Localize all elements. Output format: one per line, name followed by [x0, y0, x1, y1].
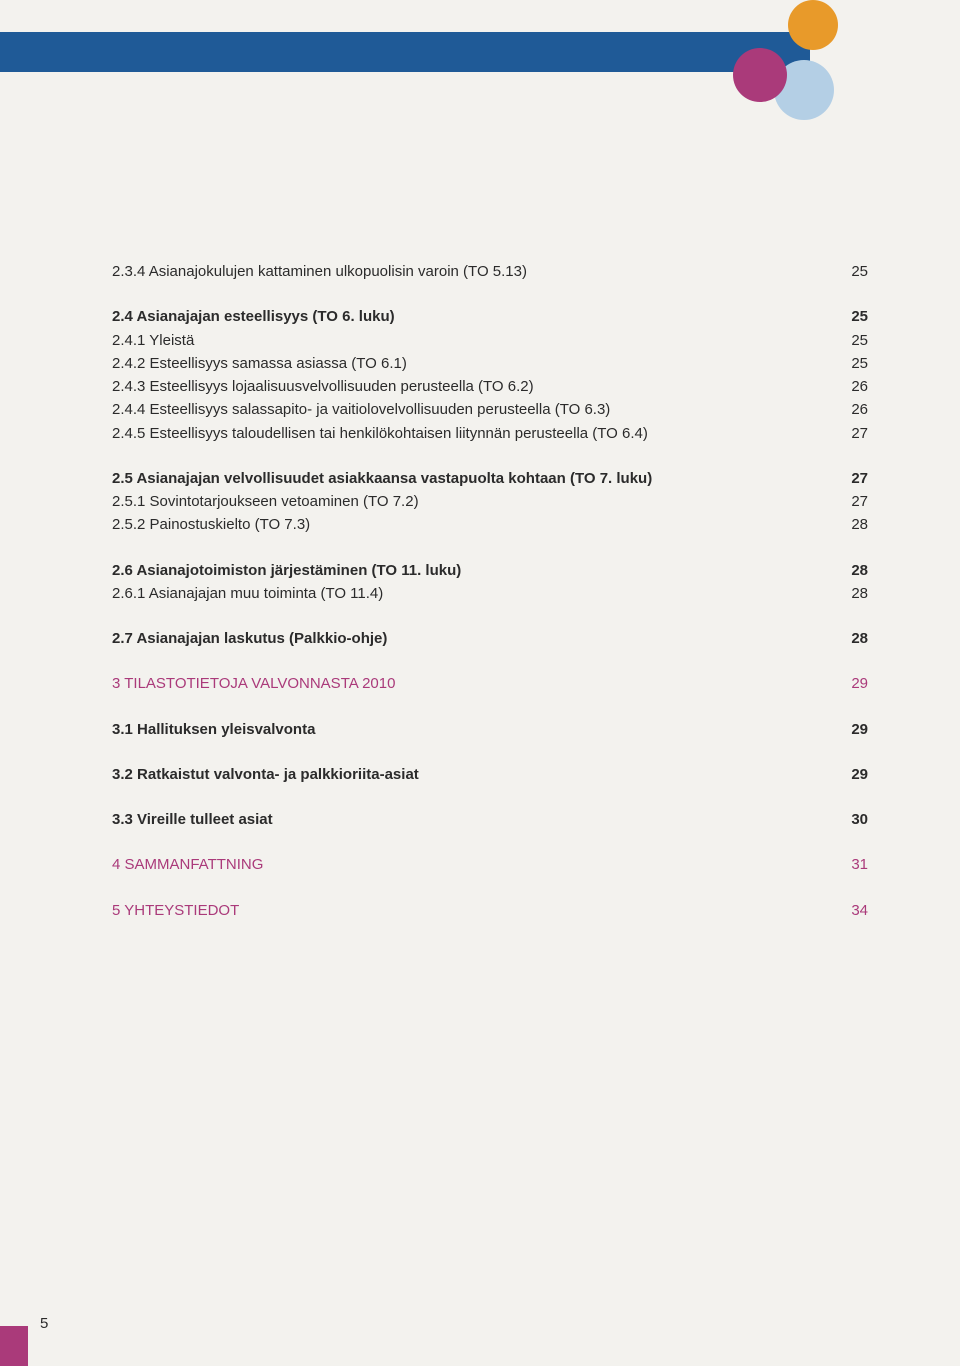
toc-page: 25 [838, 352, 868, 375]
toc-page: 25 [838, 305, 868, 328]
toc-page: 31 [838, 853, 868, 876]
toc-group: 2.7 Asianajajan laskutus (Palkkio-ohje)2… [112, 627, 868, 650]
toc-page: 28 [838, 582, 868, 605]
toc-title: 2.4.3 Esteellisyys lojaalisuusvelvollisu… [112, 375, 838, 398]
toc-page: 27 [838, 467, 868, 490]
toc-page: 26 [838, 398, 868, 421]
toc-page: 30 [838, 808, 868, 831]
toc-group: 3 TILASTOTIETOJA VALVONNASTA 201029 [112, 672, 868, 695]
toc-title: 2.6 Asianajotoimiston järjestäminen (TO … [112, 559, 838, 582]
toc-page: 29 [838, 672, 868, 695]
toc-title: 2.4 Asianajajan esteellisyys (TO 6. luku… [112, 305, 838, 328]
toc-page: 29 [838, 763, 868, 786]
toc-title: 2.5.1 Sovintotarjoukseen vetoaminen (TO … [112, 490, 838, 513]
toc-group: 2.3.4 Asianajokulujen kattaminen ulkopuo… [112, 260, 868, 283]
page-number: 5 [40, 1315, 48, 1332]
toc-title: 3 TILASTOTIETOJA VALVONNASTA 2010 [112, 672, 838, 695]
toc-title: 2.7 Asianajajan laskutus (Palkkio-ohje) [112, 627, 838, 650]
toc-row: 2.7 Asianajajan laskutus (Palkkio-ohje)2… [112, 627, 868, 650]
toc-row: 3 TILASTOTIETOJA VALVONNASTA 201029 [112, 672, 868, 695]
toc-page: 25 [838, 329, 868, 352]
toc-group: 3.2 Ratkaistut valvonta- ja palkkioriita… [112, 763, 868, 786]
toc-group: 2.6 Asianajotoimiston järjestäminen (TO … [112, 559, 868, 606]
toc-page: 26 [838, 375, 868, 398]
toc-group: 4 SAMMANFATTNING31 [112, 853, 868, 876]
toc-title: 4 SAMMANFATTNING [112, 853, 838, 876]
toc-row: 2.4.4 Esteellisyys salassapito- ja vaiti… [112, 398, 868, 421]
toc-row: 2.4 Asianajajan esteellisyys (TO 6. luku… [112, 305, 868, 328]
toc-title: 2.4.4 Esteellisyys salassapito- ja vaiti… [112, 398, 838, 421]
toc-row: 2.5 Asianajajan velvollisuudet asiakkaan… [112, 467, 868, 490]
header-bar [0, 32, 810, 72]
toc-row: 2.6.1 Asianajajan muu toiminta (TO 11.4)… [112, 582, 868, 605]
footer-tab [0, 1326, 28, 1366]
toc-group: 3.1 Hallituksen yleisvalvonta29 [112, 718, 868, 741]
toc-title: 3.2 Ratkaistut valvonta- ja palkkioriita… [112, 763, 838, 786]
toc-content: 2.3.4 Asianajokulujen kattaminen ulkopuo… [112, 260, 868, 944]
toc-row: 2.3.4 Asianajokulujen kattaminen ulkopuo… [112, 260, 868, 283]
toc-title: 2.4.5 Esteellisyys taloudellisen tai hen… [112, 422, 838, 445]
toc-page: 25 [838, 260, 868, 283]
toc-row: 2.6 Asianajotoimiston järjestäminen (TO … [112, 559, 868, 582]
toc-row: 3.3 Vireille tulleet asiat30 [112, 808, 868, 831]
toc-row: 2.4.1 Yleistä25 [112, 329, 868, 352]
toc-title: 2.3.4 Asianajokulujen kattaminen ulkopuo… [112, 260, 838, 283]
toc-row: 2.4.5 Esteellisyys taloudellisen tai hen… [112, 422, 868, 445]
toc-group: 2.5 Asianajajan velvollisuudet asiakkaan… [112, 467, 868, 537]
toc-row: 2.4.2 Esteellisyys samassa asiassa (TO 6… [112, 352, 868, 375]
toc-row: 2.5.1 Sovintotarjoukseen vetoaminen (TO … [112, 490, 868, 513]
toc-title: 2.4.2 Esteellisyys samassa asiassa (TO 6… [112, 352, 838, 375]
decor-circle-purple [733, 48, 787, 102]
toc-title: 2.5.2 Painostuskielto (TO 7.3) [112, 513, 838, 536]
toc-title: 3.3 Vireille tulleet asiat [112, 808, 838, 831]
toc-row: 3.2 Ratkaistut valvonta- ja palkkioriita… [112, 763, 868, 786]
toc-page: 27 [838, 490, 868, 513]
toc-title: 5 YHTEYSTIEDOT [112, 899, 838, 922]
toc-page: 28 [838, 513, 868, 536]
toc-title: 2.6.1 Asianajajan muu toiminta (TO 11.4) [112, 582, 838, 605]
toc-page: 29 [838, 718, 868, 741]
toc-row: 2.5.2 Painostuskielto (TO 7.3)28 [112, 513, 868, 536]
toc-page: 34 [838, 899, 868, 922]
decor-circle-orange [788, 0, 838, 50]
toc-row: 2.4.3 Esteellisyys lojaalisuusvelvollisu… [112, 375, 868, 398]
toc-row: 3.1 Hallituksen yleisvalvonta29 [112, 718, 868, 741]
toc-group: 5 YHTEYSTIEDOT34 [112, 899, 868, 922]
toc-group: 3.3 Vireille tulleet asiat30 [112, 808, 868, 831]
toc-group: 2.4 Asianajajan esteellisyys (TO 6. luku… [112, 305, 868, 445]
toc-row: 4 SAMMANFATTNING31 [112, 853, 868, 876]
toc-page: 27 [838, 422, 868, 445]
toc-page: 28 [838, 559, 868, 582]
toc-title: 2.4.1 Yleistä [112, 329, 838, 352]
toc-row: 5 YHTEYSTIEDOT34 [112, 899, 868, 922]
toc-page: 28 [838, 627, 868, 650]
toc-title: 3.1 Hallituksen yleisvalvonta [112, 718, 838, 741]
toc-title: 2.5 Asianajajan velvollisuudet asiakkaan… [112, 467, 838, 490]
